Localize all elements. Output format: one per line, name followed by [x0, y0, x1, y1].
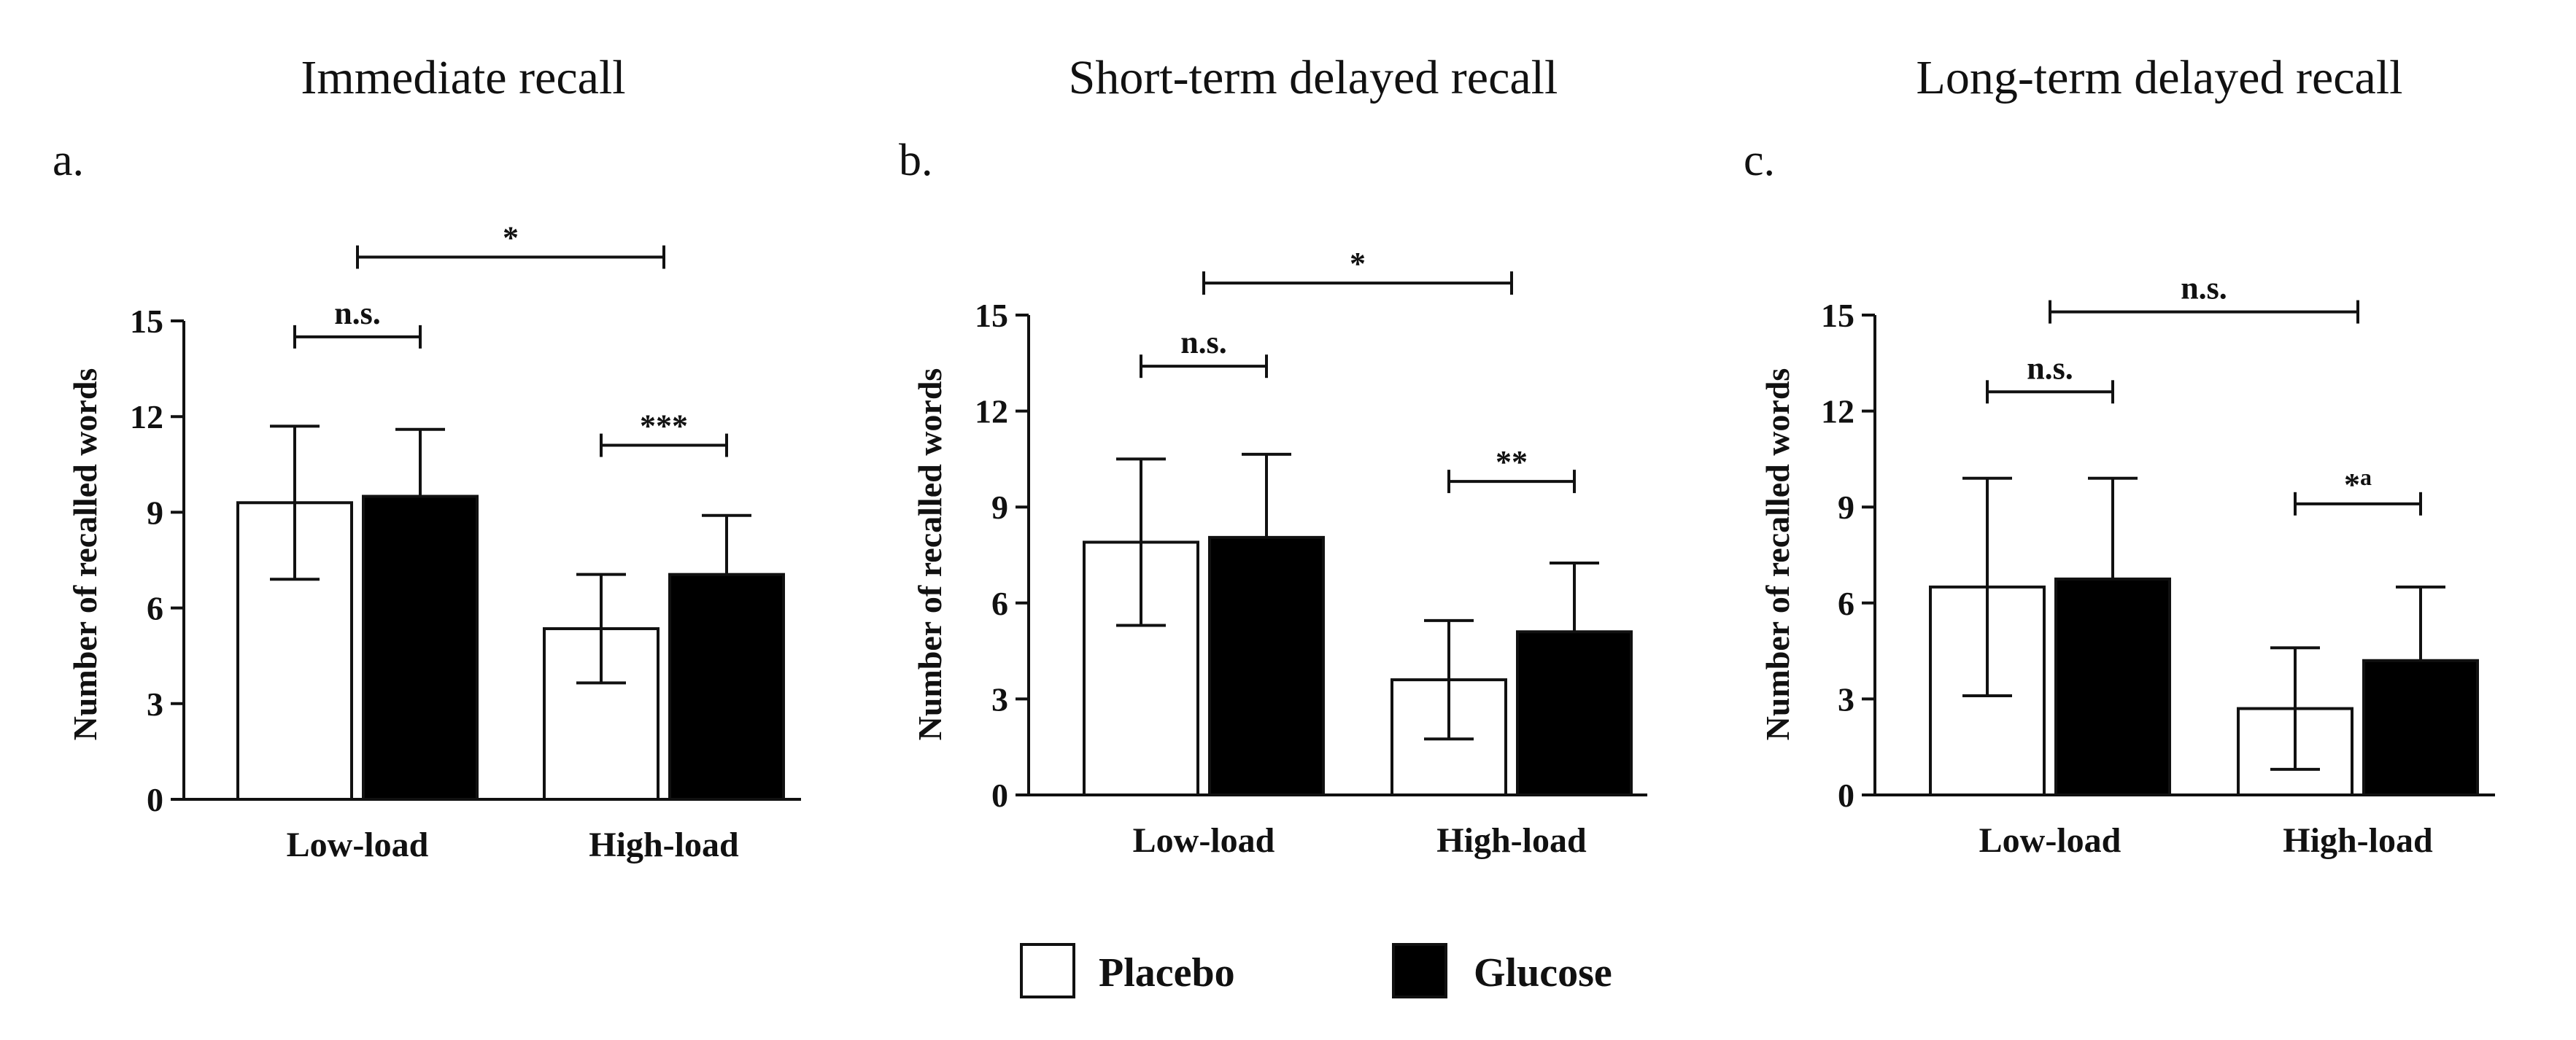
- y-tick-label: 6: [147, 590, 163, 627]
- significance-superscript: a: [2360, 464, 2372, 490]
- significance-label: *a: [2344, 464, 2372, 502]
- significance-label: ***: [640, 408, 688, 444]
- y-tick-label: 6: [1838, 585, 1854, 622]
- panel-a: Immediate recall a. Number of recalled w…: [53, 51, 801, 864]
- significance-label: n.s.: [1180, 325, 1227, 360]
- x-tick-label: Low-load: [287, 826, 429, 864]
- x-tick-label: High-load: [589, 826, 739, 864]
- bar-glucose: [2054, 577, 2171, 797]
- panel-letter: c.: [1744, 136, 1775, 185]
- legend-swatch-placebo: [1020, 943, 1075, 998]
- y-tick-label: 15: [130, 303, 163, 340]
- y-tick-label: 0: [147, 781, 163, 818]
- x-tick-label: High-load: [1436, 821, 1587, 860]
- y-tick-label: 12: [975, 393, 1008, 430]
- legend-swatch-glucose: [1392, 943, 1447, 998]
- y-tick-label: 3: [147, 686, 163, 723]
- bar-glucose: [1208, 535, 1325, 797]
- bar-placebo: [543, 627, 660, 801]
- plot-area: 0 3 6 9 12 15 Low-load High-load * n.s. ***: [130, 220, 801, 864]
- significance-label: n.s.: [334, 295, 381, 331]
- y-tick-label: 6: [991, 585, 1008, 622]
- x-tick-label: Low-load: [1133, 821, 1275, 860]
- y-tick-label: 9: [1838, 489, 1854, 526]
- significance-label: n.s.: [2181, 271, 2227, 306]
- y-tick-label: 9: [147, 494, 163, 531]
- significance-label: **: [1496, 444, 1528, 480]
- legend: Placebo Glucose: [1020, 943, 1612, 998]
- y-tick-label: 9: [991, 489, 1008, 526]
- y-tick-label: 12: [130, 398, 163, 435]
- legend-label-glucose: Glucose: [1474, 950, 1612, 996]
- y-tick-label: 3: [991, 680, 1008, 718]
- legend-label-placebo: Placebo: [1099, 950, 1235, 996]
- panel-title: Immediate recall: [301, 51, 625, 104]
- y-tick-label: 15: [1821, 297, 1854, 334]
- bar-glucose: [1516, 630, 1633, 797]
- panel-c: Long-term delayed recall c. Number of re…: [1744, 51, 2495, 860]
- significance-label: *: [503, 220, 519, 256]
- plot-area: 0 3 6 9 12 15 Low-load High-load * n.s. **: [975, 246, 1647, 860]
- y-tick-label: 3: [1838, 680, 1854, 718]
- x-tick-label: Low-load: [1979, 821, 2121, 860]
- y-axis-label: Number of recalled words: [911, 368, 948, 741]
- y-tick-label: 0: [991, 777, 1008, 814]
- y-tick-label: 0: [1838, 777, 1854, 814]
- bar-glucose: [668, 573, 785, 801]
- y-tick-label: 12: [1821, 393, 1854, 430]
- significance-label: n.s.: [2027, 350, 2073, 386]
- plot-area: 0 3 6 9 12 15 Low-load High-load n.s. n.s. *a: [1821, 271, 2495, 860]
- panel-b: Short-term delayed recall b. Number of r…: [899, 51, 1647, 860]
- bar-glucose: [362, 494, 479, 801]
- y-tick-label: 15: [975, 297, 1008, 334]
- panel-letter: a.: [53, 136, 84, 185]
- bar-glucose: [2362, 659, 2479, 797]
- panel-letter: b.: [899, 136, 933, 185]
- y-axis-label: Number of recalled words: [1759, 368, 1796, 741]
- y-axis-label: Number of recalled words: [66, 368, 104, 741]
- panel-title: Short-term delayed recall: [1069, 51, 1558, 104]
- panel-title: Long-term delayed recall: [1916, 51, 2403, 104]
- x-tick-label: High-load: [2283, 821, 2433, 860]
- significance-label: *: [1350, 246, 1366, 282]
